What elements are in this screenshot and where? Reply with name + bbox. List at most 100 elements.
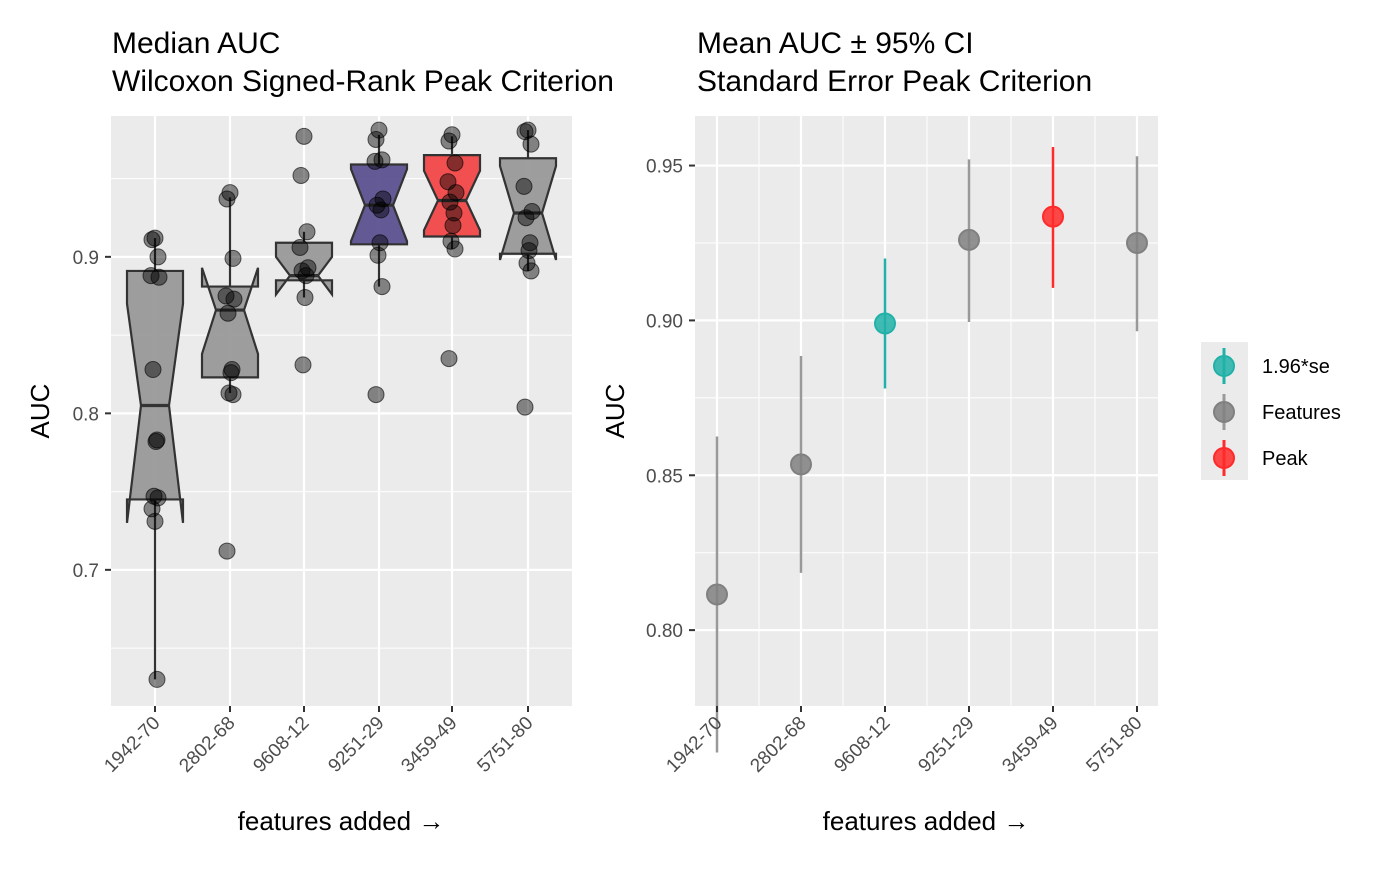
auc-point (146, 512, 164, 530)
left-x-tick-label: 2802-68 (175, 713, 239, 777)
mean-point (958, 228, 980, 251)
boxplot-3459-49 (422, 136, 482, 250)
auc-point (219, 304, 237, 322)
left-x-tick-label: 3459-49 (397, 713, 461, 777)
auc-point (371, 234, 389, 252)
auc-point (440, 350, 458, 368)
legend-label-peak: Peak (1262, 448, 1309, 470)
legend-features-point (1213, 401, 1235, 423)
left-y-tick-label: 0.8 (73, 404, 99, 425)
right-y-tick-label: 0.80 (646, 621, 683, 642)
auc-point (445, 204, 463, 222)
auc-point (518, 254, 536, 272)
auc-point (144, 361, 162, 379)
legend-se-point (1213, 355, 1235, 377)
legend-item-peak: Peak (1213, 440, 1309, 476)
right-chart-title: Mean AUC ± 95% CI (697, 27, 974, 60)
auc-point (149, 489, 167, 507)
auc-point (147, 433, 165, 451)
auc-point (370, 121, 388, 139)
left-boxplots (125, 130, 558, 680)
box-body (422, 154, 482, 238)
left-x-tick-label: 9608-12 (249, 713, 313, 777)
auc-point (522, 135, 540, 153)
auc-point (298, 223, 316, 241)
errorbar-9608-12 (874, 258, 896, 389)
errorbar-1942-70 (706, 436, 728, 753)
right-x-tick-label: 2802-68 (746, 713, 810, 777)
auc-point (294, 356, 312, 374)
auc-point (146, 229, 164, 247)
auc-point (374, 190, 392, 208)
right-y-tick-label: 0.95 (646, 157, 683, 178)
auc-point (218, 190, 236, 208)
errorbar-3459-49 (1042, 146, 1064, 288)
right-x-tick-label: 9608-12 (830, 713, 894, 777)
auc-point (143, 231, 161, 249)
left-x-tick-label: 1942-70 (100, 713, 164, 777)
right-errorbar-points (706, 146, 1148, 753)
mean-point (1126, 231, 1148, 254)
errorbar-2802-68 (790, 356, 812, 573)
auc-point (218, 542, 236, 560)
right-x-tick-label: 5751-80 (1082, 713, 1146, 777)
auc-point (367, 386, 385, 404)
auc-point (225, 290, 243, 308)
auc-point (446, 240, 464, 258)
right-x-tick-label: 3459-49 (998, 713, 1062, 777)
auc-point (150, 268, 168, 286)
auc-point (373, 151, 391, 169)
auc-point (442, 232, 460, 250)
auc-point (149, 248, 167, 266)
right-y-tick-label: 0.90 (646, 311, 683, 332)
left-x-axis-label: features added → (238, 806, 445, 836)
legend-item-features: Features (1213, 394, 1341, 430)
right-y-axis-label: AUC (600, 384, 630, 439)
left-x-axis-ticks: 1942-70 2802-68 9608-12 9251-29 3459-49 5751-… (100, 706, 538, 777)
auc-point (295, 127, 313, 145)
auc-point (516, 398, 534, 416)
box-body (498, 157, 558, 261)
left-plot-panel (111, 116, 572, 706)
auc-point (447, 184, 465, 202)
auc-point (373, 278, 391, 296)
right-x-axis-label: features added → (823, 806, 1030, 836)
auc-point (222, 364, 240, 382)
auc-point (444, 217, 462, 235)
left-jitter-points (142, 121, 541, 688)
left-chart-subtitle: Wilcoxon Signed-Rank Peak Criterion (112, 65, 614, 98)
mean-point (874, 312, 896, 335)
errorbar-9251-29 (958, 159, 980, 322)
auc-point (366, 152, 384, 170)
legend-peak-point (1213, 447, 1235, 469)
box-body (274, 241, 334, 298)
mean-point (790, 453, 812, 476)
legend-label-se: 1.96*se (1262, 356, 1330, 378)
auc-point (369, 246, 387, 264)
mean-point (706, 583, 728, 606)
legend-label-features: Features (1262, 402, 1341, 424)
boxplot-9251-29 (349, 134, 409, 287)
mean-auc-chart: Mean AUC ± 95% CI Standard Error Peak Cr… (600, 27, 1158, 836)
auc-point (517, 209, 535, 227)
left-x-tick-label: 9251-29 (324, 713, 388, 777)
boxplot-1942-70 (125, 238, 185, 680)
auc-point (441, 193, 459, 211)
boxplot-2802-68 (200, 197, 260, 394)
left-chart-title: Median AUC (112, 27, 280, 60)
left-y-tick-label: 0.9 (73, 248, 99, 269)
left-y-axis-label: AUC (25, 384, 55, 439)
auc-point (291, 238, 309, 256)
mean-point (1042, 205, 1064, 228)
boxplot-9608-12 (274, 231, 334, 298)
auc-point (148, 431, 166, 449)
auc-point (224, 386, 242, 404)
auc-point (440, 132, 458, 150)
auc-point (148, 670, 166, 688)
legend-item-se: 1.96*se (1213, 348, 1330, 384)
auc-point (446, 154, 464, 172)
box-body (125, 269, 185, 524)
left-y-axis-ticks: 0.7 0.8 0.9 (73, 248, 111, 582)
